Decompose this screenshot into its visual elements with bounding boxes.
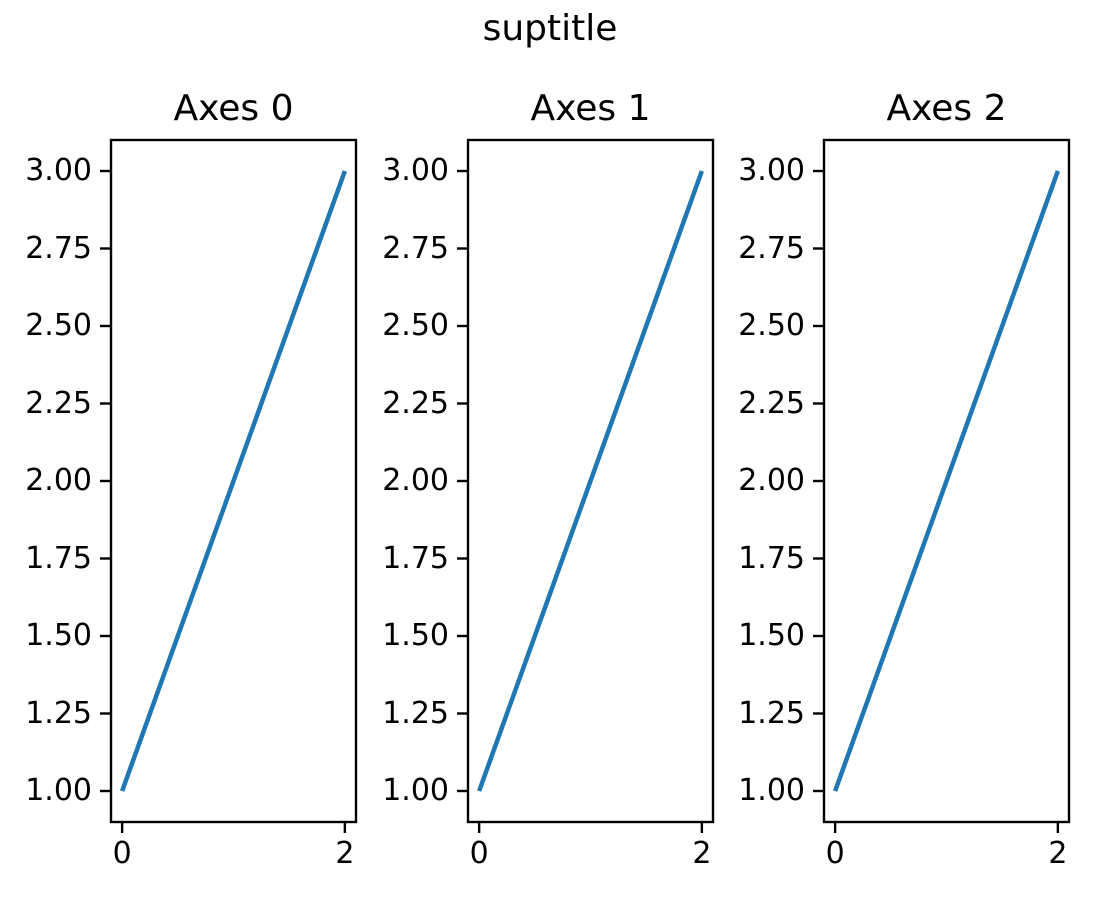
y-tick-label: 1.75	[382, 540, 449, 576]
y-tick-label: 2.00	[25, 463, 92, 498]
y-tick-label: 2.50	[738, 308, 805, 343]
y-tick-label: 1.00	[382, 773, 449, 808]
y-tick-label: 2.50	[25, 308, 92, 343]
subplot-1-axes	[457, 138, 715, 833]
figure-suptitle: suptitle	[482, 8, 618, 49]
y-tick-label: 1.75	[738, 540, 805, 576]
y-tick-label: 2.25	[738, 385, 805, 421]
y-tick-label: 2.25	[382, 385, 449, 421]
data-line	[120, 170, 347, 792]
x-tick-label: 2	[335, 836, 355, 871]
y-tick-label: 1.25	[738, 695, 805, 731]
y-tick-label: 1.50	[382, 618, 449, 653]
y-tick-label: 2.75	[738, 230, 805, 266]
y-tick-label: 1.75	[25, 540, 92, 576]
x-tick-label: 2	[692, 836, 712, 871]
y-tick-label: 2.25	[25, 385, 92, 421]
y-tick-label: 2.00	[738, 463, 805, 498]
y-tick-label: 1.00	[25, 773, 92, 808]
y-tick-label: 1.50	[25, 618, 92, 653]
y-tick-label: 2.00	[382, 463, 449, 498]
subplot-2-axes	[813, 138, 1071, 833]
x-tick-label: 2	[1048, 836, 1068, 871]
subplot-2-title: Axes 2	[886, 88, 1007, 129]
y-tick-label: 2.50	[382, 308, 449, 343]
y-tick-label: 3.00	[382, 153, 449, 188]
data-line	[477, 170, 704, 792]
y-tick-label: 3.00	[738, 153, 805, 188]
y-tick-label: 3.00	[25, 153, 92, 188]
x-tick-label: 0	[469, 836, 489, 871]
y-tick-label: 2.75	[382, 230, 449, 266]
subplot-0-title: Axes 0	[173, 88, 294, 129]
y-tick-label: 1.25	[25, 695, 92, 731]
x-tick-label: 0	[112, 836, 132, 871]
y-tick-label: 1.50	[738, 618, 805, 653]
data-line	[833, 170, 1060, 792]
x-tick-label: 0	[825, 836, 845, 871]
subplot-1-title: Axes 1	[530, 88, 651, 129]
y-tick-label: 2.75	[25, 230, 92, 266]
subplot-0-axes	[100, 138, 358, 833]
y-tick-label: 1.25	[382, 695, 449, 731]
y-tick-label: 1.00	[738, 773, 805, 808]
